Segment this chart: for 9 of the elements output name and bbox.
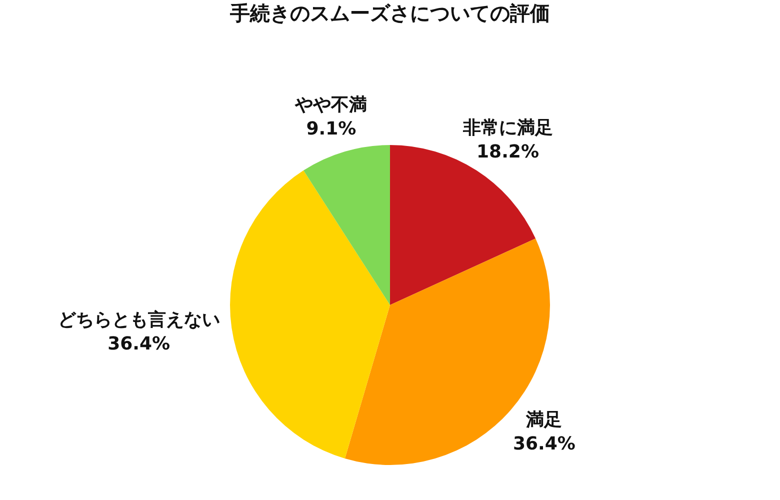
slice-label: 非常に満足 bbox=[462, 117, 553, 138]
chart-title: 手続きのスムーズさについての評価 bbox=[229, 0, 551, 27]
slice-label: やや不満 bbox=[294, 94, 368, 116]
slice-label: どちらとも言えない bbox=[58, 309, 220, 330]
data-label: 9.1% bbox=[306, 118, 356, 140]
data-label: 36.4% bbox=[512, 434, 576, 454]
data-label: 18.2% bbox=[476, 141, 539, 162]
slice-label: 満足 bbox=[525, 410, 562, 430]
data-label: 36.4% bbox=[108, 333, 170, 354]
